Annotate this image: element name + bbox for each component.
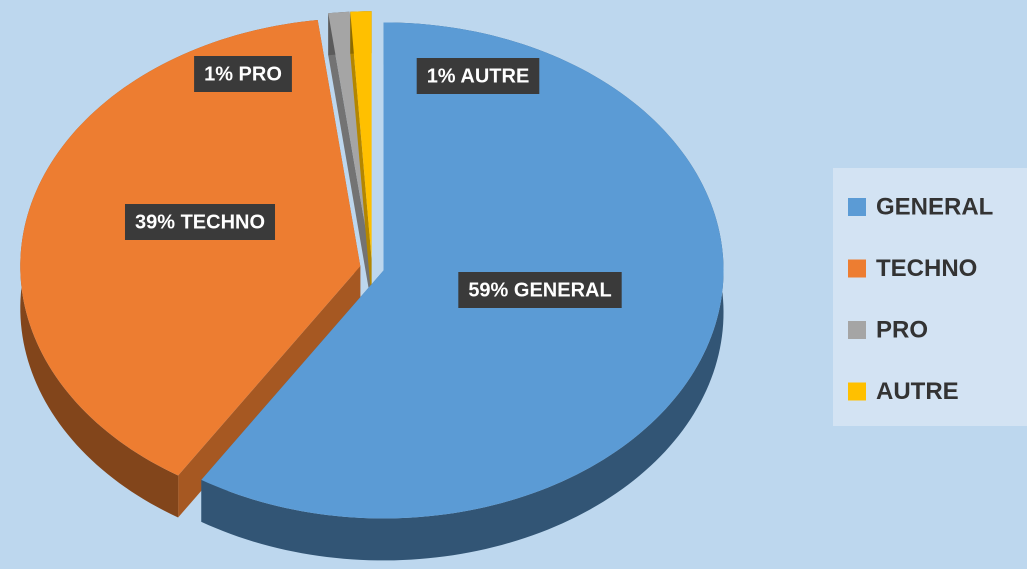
data-label: 59% GENERAL bbox=[468, 279, 611, 301]
legend-label: TECHNO bbox=[876, 255, 977, 282]
slice-wall bbox=[350, 11, 372, 302]
data-label: 39% TECHNO bbox=[135, 211, 265, 233]
legend-label: PRO bbox=[876, 316, 928, 343]
legend-swatch bbox=[848, 382, 866, 401]
legend-swatch bbox=[848, 259, 866, 278]
data-label-box bbox=[416, 58, 540, 94]
legend-swatch bbox=[848, 198, 866, 216]
data-label-box bbox=[458, 272, 622, 308]
slice bbox=[350, 11, 372, 302]
slice-top bbox=[350, 11, 372, 260]
slice-top bbox=[328, 11, 371, 260]
data-label: 1% PRO bbox=[204, 63, 282, 85]
data-label-box bbox=[194, 56, 292, 92]
slice bbox=[201, 22, 724, 561]
slice-rim bbox=[201, 22, 724, 561]
data-label-box bbox=[124, 204, 276, 240]
legend-label: GENERAL bbox=[876, 193, 993, 220]
data-label: 1% AUTRE bbox=[427, 65, 530, 87]
slice-top bbox=[20, 20, 361, 476]
slice-top bbox=[201, 22, 724, 519]
legend-swatch bbox=[848, 321, 866, 339]
slice-wall bbox=[328, 13, 371, 302]
legend-label: AUTRE bbox=[876, 378, 959, 405]
